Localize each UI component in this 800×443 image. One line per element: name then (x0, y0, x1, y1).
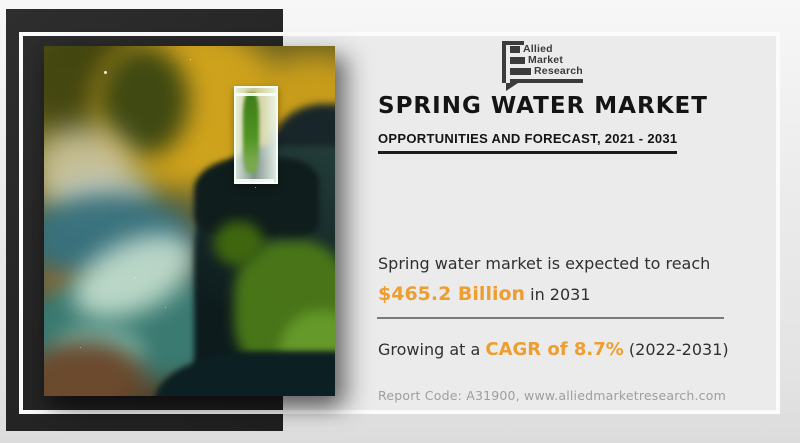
spring-water-photo (44, 46, 335, 396)
glass-base (234, 179, 274, 184)
logo-speech-bubble-icon: Allied Market Research (502, 41, 583, 91)
growth-prefix: Growing at a (378, 340, 486, 359)
logo-row: Allied (510, 44, 583, 55)
logo-bar-icon (510, 67, 531, 76)
page-title: SPRING WATER MARKET (378, 93, 708, 119)
logo-text-line: Research (534, 65, 583, 78)
growth-suffix: (2022-2031) (623, 340, 729, 359)
logo-bubble-bottom-bar (510, 79, 583, 83)
logo-bar-icon (510, 45, 520, 54)
logo-row: Market (510, 55, 583, 66)
growth-value: CAGR of 8.7% (485, 339, 624, 360)
water-glass (234, 86, 278, 184)
logo-text-line: Market (528, 54, 564, 67)
page-subtitle: OPPORTUNITIES AND FORECAST, 2021 - 2031 (378, 131, 678, 154)
forecast-suffix: in 2031 (525, 285, 591, 304)
forecast-value: $465.2 Billion (378, 283, 526, 305)
logo-text-line: Allied (523, 43, 553, 56)
section-divider (377, 317, 724, 319)
forecast-statement: Spring water market is expected to reach… (378, 249, 710, 310)
glass-waterline (236, 93, 276, 96)
glass-reflection (243, 93, 259, 173)
content-column: Allied Market Research SPRING WATER MARK… (377, 0, 782, 443)
water-droplets (104, 71, 107, 74)
photo-moss (214, 221, 264, 266)
logo-row: Research (510, 66, 583, 77)
growth-statement: Growing at a CAGR of 8.7% (2022-2031) (378, 339, 729, 360)
logo-bar-icon (510, 56, 525, 65)
logo-bubble-tail (506, 82, 518, 91)
forecast-prefix: Spring water market is expected to reach (378, 254, 711, 273)
report-code-line: Report Code: A31900, www.alliedmarketres… (378, 388, 726, 403)
allied-market-research-logo: Allied Market Research (502, 41, 583, 91)
